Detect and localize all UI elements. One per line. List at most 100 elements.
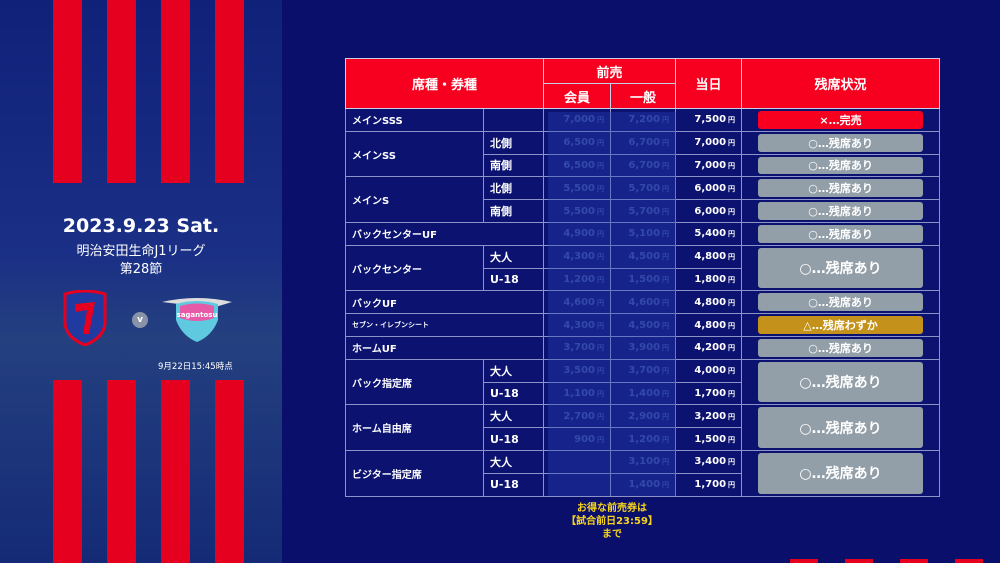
yen-unit: 円: [597, 253, 605, 262]
yen-unit: 円: [662, 116, 670, 125]
price-value: 2,900: [628, 410, 661, 422]
price-value: 4,500: [628, 319, 661, 331]
price-value: 6,000: [694, 182, 727, 194]
match-panel: 2023.9.23 Sat. 明治安田生命J1リーグ 第28節 v sagant…: [0, 0, 282, 563]
price-value: 6,500: [563, 137, 596, 149]
yen-unit: 円: [728, 161, 736, 170]
ticket-type: U-18: [482, 267, 545, 292]
price-value: 3,400: [694, 456, 727, 468]
yen-unit: 円: [728, 481, 736, 490]
price-value: 6,700: [628, 137, 661, 149]
general-price: 4,500 円: [610, 244, 677, 269]
general-price: 3,900 円: [610, 335, 677, 360]
yen-unit: 円: [597, 116, 605, 125]
yen-unit: 円: [662, 435, 670, 444]
price-value: 4,300: [563, 319, 596, 331]
yen-unit: 円: [597, 389, 605, 398]
price-value: 1,400: [628, 387, 661, 399]
status-cell: ○…残席あり: [741, 221, 941, 246]
price-value: 1,500: [694, 433, 727, 445]
general-price: 5,100 円: [610, 221, 677, 246]
price-value: 3,200: [694, 410, 727, 422]
as-of-timestamp: 9月22日15:45時点: [158, 362, 233, 372]
yen-unit: 円: [662, 275, 670, 284]
league-name: 明治安田生命J1リーグ: [76, 244, 206, 259]
yen-unit: 円: [662, 139, 670, 148]
yen-unit: 円: [662, 458, 670, 467]
vs-badge: v: [132, 312, 148, 328]
general-price: 6,700 円: [610, 153, 677, 178]
yen-unit: 円: [728, 344, 736, 353]
price-value: 2,700: [563, 410, 596, 422]
yen-unit: 円: [597, 412, 605, 421]
price-value: 1,400: [628, 479, 661, 491]
price-value: 3,700: [563, 342, 596, 354]
price-value: 1,800: [694, 273, 727, 285]
seat-name: ホーム自由席: [345, 404, 484, 451]
yen-unit: 円: [597, 367, 605, 376]
table-row: セブン・イレブンシート 4,300 円 4,500 円 4,800 円 △…残席わずか: [344, 313, 941, 337]
price-value: 5,100: [628, 228, 661, 240]
svg-text:sagantosu: sagantosu: [177, 311, 218, 319]
status-badge: ○…残席あり: [758, 156, 924, 175]
ticket-type: U-18: [482, 381, 545, 406]
day-price: 4,800 円: [675, 244, 743, 269]
day-price: 4,000 円: [675, 358, 743, 383]
day-price: 5,400 円: [675, 221, 743, 246]
yen-unit: 円: [662, 298, 670, 307]
table-row: U-18 900 円 1,200 円 1,500 円: [346, 427, 940, 451]
seat-name: バック指定席: [345, 358, 484, 406]
yen-unit: 円: [597, 321, 605, 330]
member-price: [543, 472, 612, 497]
member-price: 3,700 円: [543, 335, 612, 360]
red-stripe: [215, 0, 244, 183]
price-value: 1,200: [628, 433, 661, 445]
day-price: 7,000 円: [675, 153, 743, 178]
status-cell: ○…残席あり: [741, 449, 941, 497]
advance-sale-note: お得な前売券は 【試合前日23:59】 まで: [538, 502, 686, 541]
red-stripe: [215, 380, 244, 563]
yen-unit: 円: [662, 367, 670, 376]
seat-name: ビジター指定席: [345, 449, 484, 497]
match-date: 2023.9.23 Sat.: [62, 215, 220, 237]
general-price: 3,100 円: [610, 449, 677, 474]
general-price: 1,400 円: [610, 472, 677, 497]
header-day: 当日: [675, 58, 743, 109]
price-value: 5,500: [563, 205, 596, 217]
seat-name: メインSS: [345, 130, 484, 178]
member-price: 5,500 円: [543, 199, 612, 223]
price-value: 4,800: [694, 319, 727, 331]
table-row: U-18 1,100 円 1,400 円 1,700 円: [346, 381, 940, 406]
price-value: 3,100: [628, 456, 661, 468]
price-value: 5,700: [628, 205, 661, 217]
price-value: 4,800: [694, 296, 727, 308]
note-line: 【試合前日23:59】: [566, 516, 658, 527]
table-row: メインSSS 7,000 円 7,200 円 7,500 円 ×…完売: [345, 108, 941, 132]
status-badge: ○…残席あり: [758, 452, 924, 494]
yen-unit: 円: [662, 389, 670, 398]
price-value: 7,500: [694, 114, 727, 126]
yen-unit: 円: [597, 435, 605, 444]
yen-unit: 円: [597, 344, 605, 353]
price-value: 5,700: [628, 182, 661, 194]
yen-unit: 円: [728, 207, 736, 216]
yen-unit: 円: [728, 435, 736, 444]
day-price: 3,400 円: [675, 449, 743, 474]
price-value: 3,500: [563, 365, 596, 377]
price-value: 1,100: [563, 387, 596, 399]
status-cell: ○…残席あり: [741, 199, 941, 223]
price-value: 900: [574, 433, 596, 445]
member-price: [543, 449, 612, 474]
seat-name: バックUF: [344, 290, 545, 315]
yen-unit: 円: [728, 275, 736, 284]
day-price: 6,000 円: [675, 199, 743, 223]
note-line: まで: [602, 529, 622, 540]
status-cell: ○…残席あり: [741, 176, 941, 201]
general-price: 1,200 円: [610, 427, 677, 451]
yen-unit: 円: [597, 298, 605, 307]
table-row: ビジター指定席 大人 3,100 円 3,400 円 ○…残席あり: [345, 449, 941, 497]
yen-unit: 円: [728, 298, 736, 307]
ticket-type: U-18: [482, 427, 545, 451]
status-badge: ○…残席あり: [758, 247, 924, 289]
day-price: 1,500 円: [675, 427, 743, 451]
